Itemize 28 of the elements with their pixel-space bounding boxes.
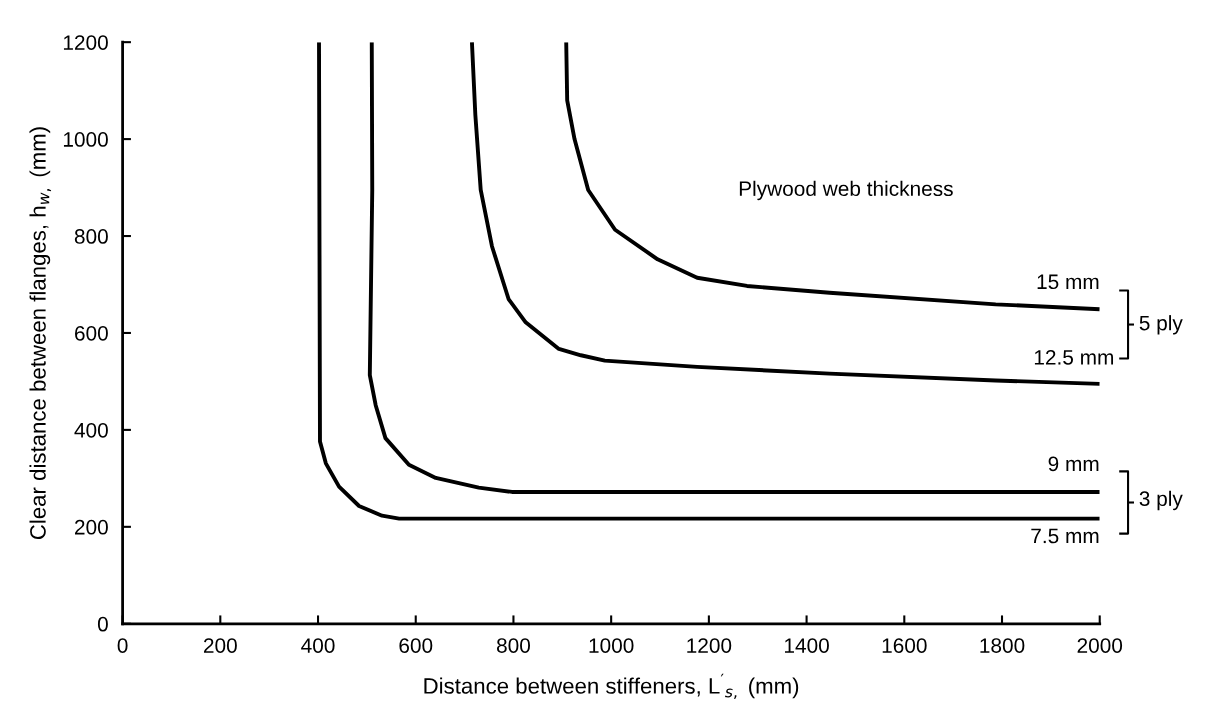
x-axis-title: Distance between stiffeners, L$^{′}$$_{s,}$ (mm) bbox=[424, 673, 799, 700]
x-tick-label: 800 bbox=[496, 638, 531, 653]
line-series bbox=[564, 42, 1100, 312]
y-axis-title: Clear distance between flanges, h$_{w,}$ (mm) bbox=[29, 127, 52, 540]
x-tick-label: 0 bbox=[117, 638, 128, 653]
annotation: 9 mm bbox=[1048, 456, 1099, 472]
x-tick-label: 600 bbox=[399, 638, 433, 653]
annotation: Plywood web thickness bbox=[739, 180, 953, 201]
annotation: 12.5 mm bbox=[1034, 349, 1114, 365]
x-tick-label: 1600 bbox=[882, 638, 927, 653]
x-tick-label: 1400 bbox=[785, 638, 829, 653]
x-tick-label: 200 bbox=[203, 638, 237, 653]
y-tick-label: 200 bbox=[75, 519, 108, 535]
y-tick-label: 400 bbox=[74, 422, 108, 438]
annotation: 7.5 mm bbox=[1031, 528, 1099, 544]
annotation: 15 mm bbox=[1037, 274, 1099, 290]
y-tick-label: 0 bbox=[97, 616, 108, 632]
x-tick-label: 1800 bbox=[980, 638, 1025, 653]
y-tick-label: 1200 bbox=[63, 35, 108, 50]
text: 3 ply bbox=[1139, 490, 1183, 511]
x-tick-label: 400 bbox=[301, 638, 335, 653]
x-tick-label: 1200 bbox=[687, 638, 732, 653]
x-tick-label: 1000 bbox=[589, 638, 634, 653]
y-tick-label: 800 bbox=[74, 229, 108, 244]
text: 5 ply bbox=[1139, 315, 1183, 335]
y-tick-label: 600 bbox=[75, 325, 108, 341]
x-tick-label: 2000 bbox=[1077, 638, 1123, 653]
y-tick-label: 1000 bbox=[63, 132, 108, 147]
